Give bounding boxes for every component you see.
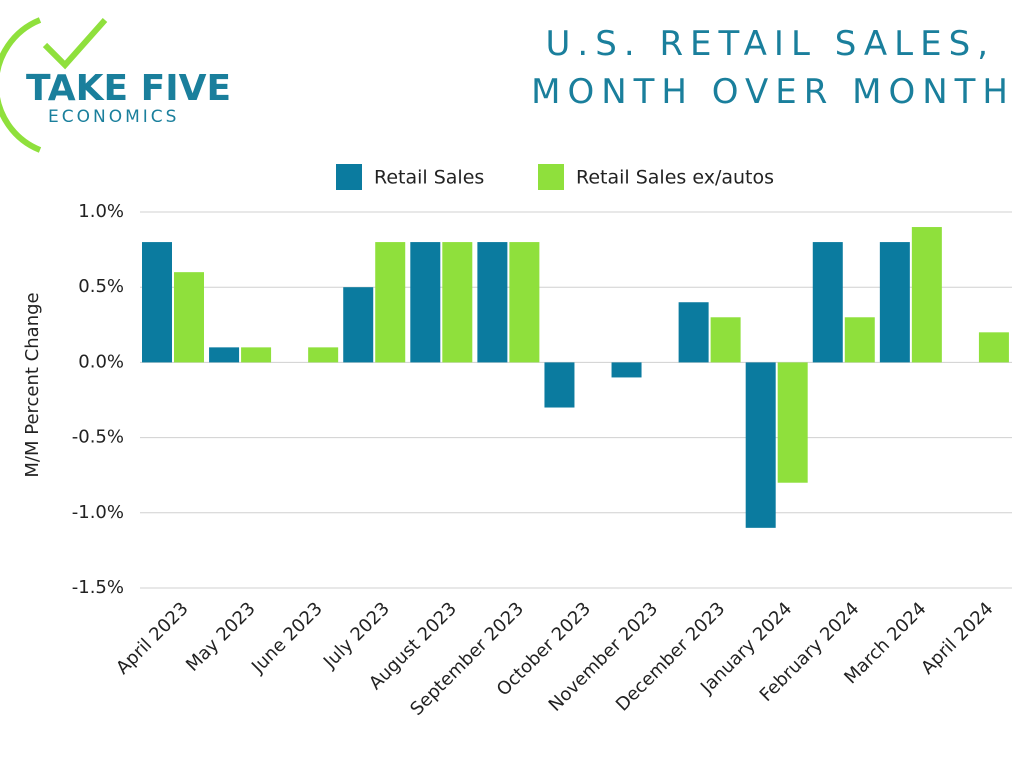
x-tick-label: April 2024 bbox=[917, 598, 997, 678]
bar bbox=[978, 332, 1009, 363]
chart-title: MONTH OVER MONTH bbox=[531, 72, 1015, 112]
legend-swatch bbox=[336, 164, 362, 190]
logo: TAKE FIVE ECONOMICS bbox=[0, 17, 231, 153]
bar bbox=[745, 362, 776, 528]
y-tick-label: -1.0% bbox=[72, 502, 124, 523]
bar bbox=[710, 317, 741, 363]
x-tick-label: September 2023 bbox=[406, 598, 528, 720]
chart-title: U.S. RETAIL SALES, bbox=[546, 24, 995, 64]
y-tick-label: 0.0% bbox=[78, 351, 124, 372]
y-tick-label: -0.5% bbox=[72, 427, 124, 448]
logo-arc bbox=[0, 17, 42, 153]
bar bbox=[209, 347, 240, 363]
bar bbox=[241, 347, 272, 363]
y-tick-label: 1.0% bbox=[78, 201, 124, 222]
legend-label: Retail Sales bbox=[374, 167, 484, 189]
bar bbox=[343, 287, 374, 363]
bar bbox=[678, 302, 709, 363]
bar bbox=[879, 242, 910, 363]
logo-name: TAKE FIVE bbox=[26, 68, 231, 109]
x-tick-label: April 2023 bbox=[112, 598, 192, 678]
x-tick-label: June 2023 bbox=[247, 598, 327, 678]
bar bbox=[812, 242, 843, 363]
bar bbox=[308, 347, 339, 363]
bar bbox=[174, 272, 204, 363]
bar bbox=[477, 242, 508, 363]
bar bbox=[410, 242, 441, 363]
bar bbox=[911, 227, 942, 363]
bar bbox=[844, 317, 875, 363]
bar bbox=[375, 242, 406, 363]
logo-tagline: ECONOMICS bbox=[48, 107, 179, 127]
y-tick-label: 0.5% bbox=[78, 276, 124, 297]
y-axis-title: M/M Percent Change bbox=[22, 292, 43, 477]
y-tick-label: -1.5% bbox=[72, 577, 124, 598]
legend-swatch bbox=[538, 164, 564, 190]
bar bbox=[544, 362, 575, 408]
bar bbox=[442, 242, 473, 363]
bar bbox=[611, 362, 642, 378]
logo-check bbox=[42, 18, 108, 70]
x-tick-label: May 2023 bbox=[182, 598, 260, 676]
bar bbox=[509, 242, 540, 363]
bar bbox=[142, 242, 172, 363]
bar bbox=[777, 362, 808, 483]
legend-label: Retail Sales ex/autos bbox=[576, 167, 774, 189]
